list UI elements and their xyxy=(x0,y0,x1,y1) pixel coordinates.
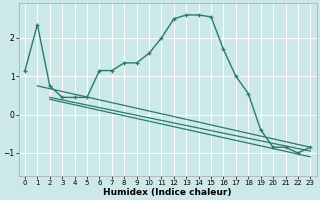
X-axis label: Humidex (Indice chaleur): Humidex (Indice chaleur) xyxy=(103,188,232,197)
